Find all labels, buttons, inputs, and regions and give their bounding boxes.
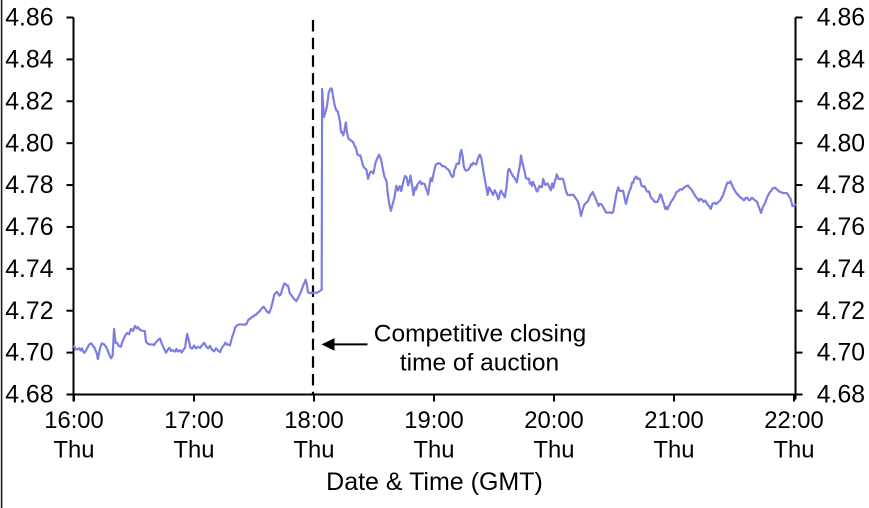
svg-text:Date & Time (GMT): Date & Time (GMT): [326, 468, 543, 496]
svg-text:4.68: 4.68: [817, 382, 865, 409]
svg-text:17:00: 17:00: [164, 407, 224, 434]
svg-text:4.78: 4.78: [5, 172, 53, 199]
svg-text:Thu: Thu: [413, 437, 454, 464]
svg-text:16:00: 16:00: [44, 407, 104, 434]
svg-text:21:00: 21:00: [644, 407, 704, 434]
svg-text:4.76: 4.76: [5, 214, 53, 241]
svg-text:20:00: 20:00: [524, 407, 584, 434]
svg-text:4.74: 4.74: [5, 256, 53, 283]
svg-text:18:00: 18:00: [284, 407, 344, 434]
svg-text:4.70: 4.70: [817, 340, 865, 367]
svg-text:4.80: 4.80: [817, 130, 865, 157]
svg-text:4.76: 4.76: [817, 214, 865, 241]
svg-text:Thu: Thu: [293, 437, 334, 464]
svg-text:Thu: Thu: [533, 437, 574, 464]
svg-text:4.84: 4.84: [5, 46, 53, 73]
svg-text:4.70: 4.70: [5, 340, 53, 367]
svg-text:4.84: 4.84: [817, 46, 865, 73]
svg-text:4.68: 4.68: [5, 382, 53, 409]
svg-text:Thu: Thu: [173, 437, 214, 464]
svg-text:4.78: 4.78: [817, 172, 865, 199]
svg-text:time of auction: time of auction: [400, 350, 559, 377]
svg-text:Thu: Thu: [53, 437, 94, 464]
svg-text:4.80: 4.80: [5, 130, 53, 157]
svg-text:4.72: 4.72: [5, 298, 53, 325]
svg-text:4.82: 4.82: [817, 88, 865, 115]
svg-text:4.72: 4.72: [817, 298, 865, 325]
svg-text:19:00: 19:00: [404, 407, 464, 434]
svg-text:22:00: 22:00: [764, 407, 824, 434]
svg-text:Thu: Thu: [653, 437, 694, 464]
svg-text:4.86: 4.86: [5, 5, 53, 32]
svg-text:4.86: 4.86: [817, 5, 865, 32]
svg-text:4.82: 4.82: [5, 88, 53, 115]
svg-text:Thu: Thu: [773, 437, 814, 464]
svg-text:Competitive closing: Competitive closing: [374, 321, 586, 348]
svg-text:4.74: 4.74: [817, 256, 865, 283]
